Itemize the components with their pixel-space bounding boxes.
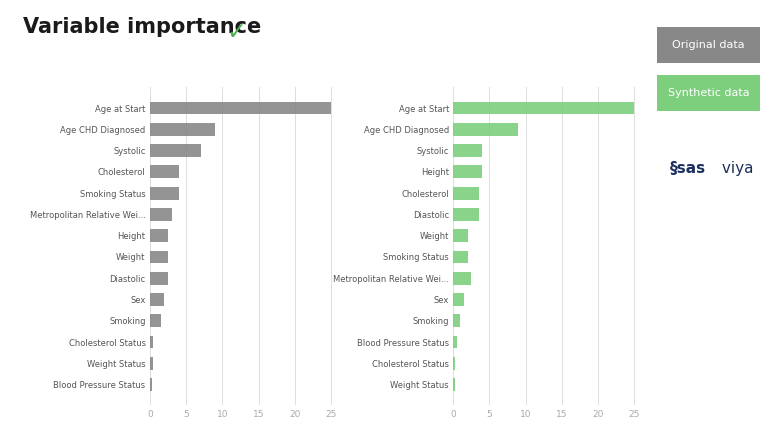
Bar: [150, 336, 154, 348]
Bar: [453, 144, 482, 157]
Text: §sas: §sas: [670, 161, 706, 176]
Bar: [150, 229, 168, 242]
Bar: [453, 166, 482, 178]
Bar: [150, 272, 168, 285]
Bar: [150, 357, 153, 370]
Bar: [150, 208, 171, 221]
Text: Synthetic data: Synthetic data: [667, 89, 750, 98]
Text: ✓: ✓: [227, 20, 247, 44]
Bar: [150, 144, 200, 157]
Bar: [453, 293, 464, 306]
Bar: [453, 229, 468, 242]
Text: Variable importance: Variable importance: [23, 17, 261, 37]
Bar: [150, 166, 179, 178]
Bar: [453, 208, 478, 221]
Bar: [453, 378, 455, 391]
Bar: [150, 123, 215, 136]
Bar: [150, 314, 161, 327]
Bar: [453, 314, 461, 327]
Bar: [453, 187, 478, 200]
Bar: [453, 357, 455, 370]
Text: viya: viya: [717, 161, 754, 176]
Bar: [453, 251, 468, 263]
Bar: [150, 378, 152, 391]
Bar: [150, 187, 179, 200]
Bar: [150, 293, 164, 306]
Text: Original data: Original data: [672, 41, 745, 50]
Bar: [453, 272, 472, 285]
Bar: [150, 251, 168, 263]
Bar: [453, 336, 457, 348]
Bar: [150, 102, 331, 114]
Bar: [453, 102, 634, 114]
Bar: [453, 123, 518, 136]
